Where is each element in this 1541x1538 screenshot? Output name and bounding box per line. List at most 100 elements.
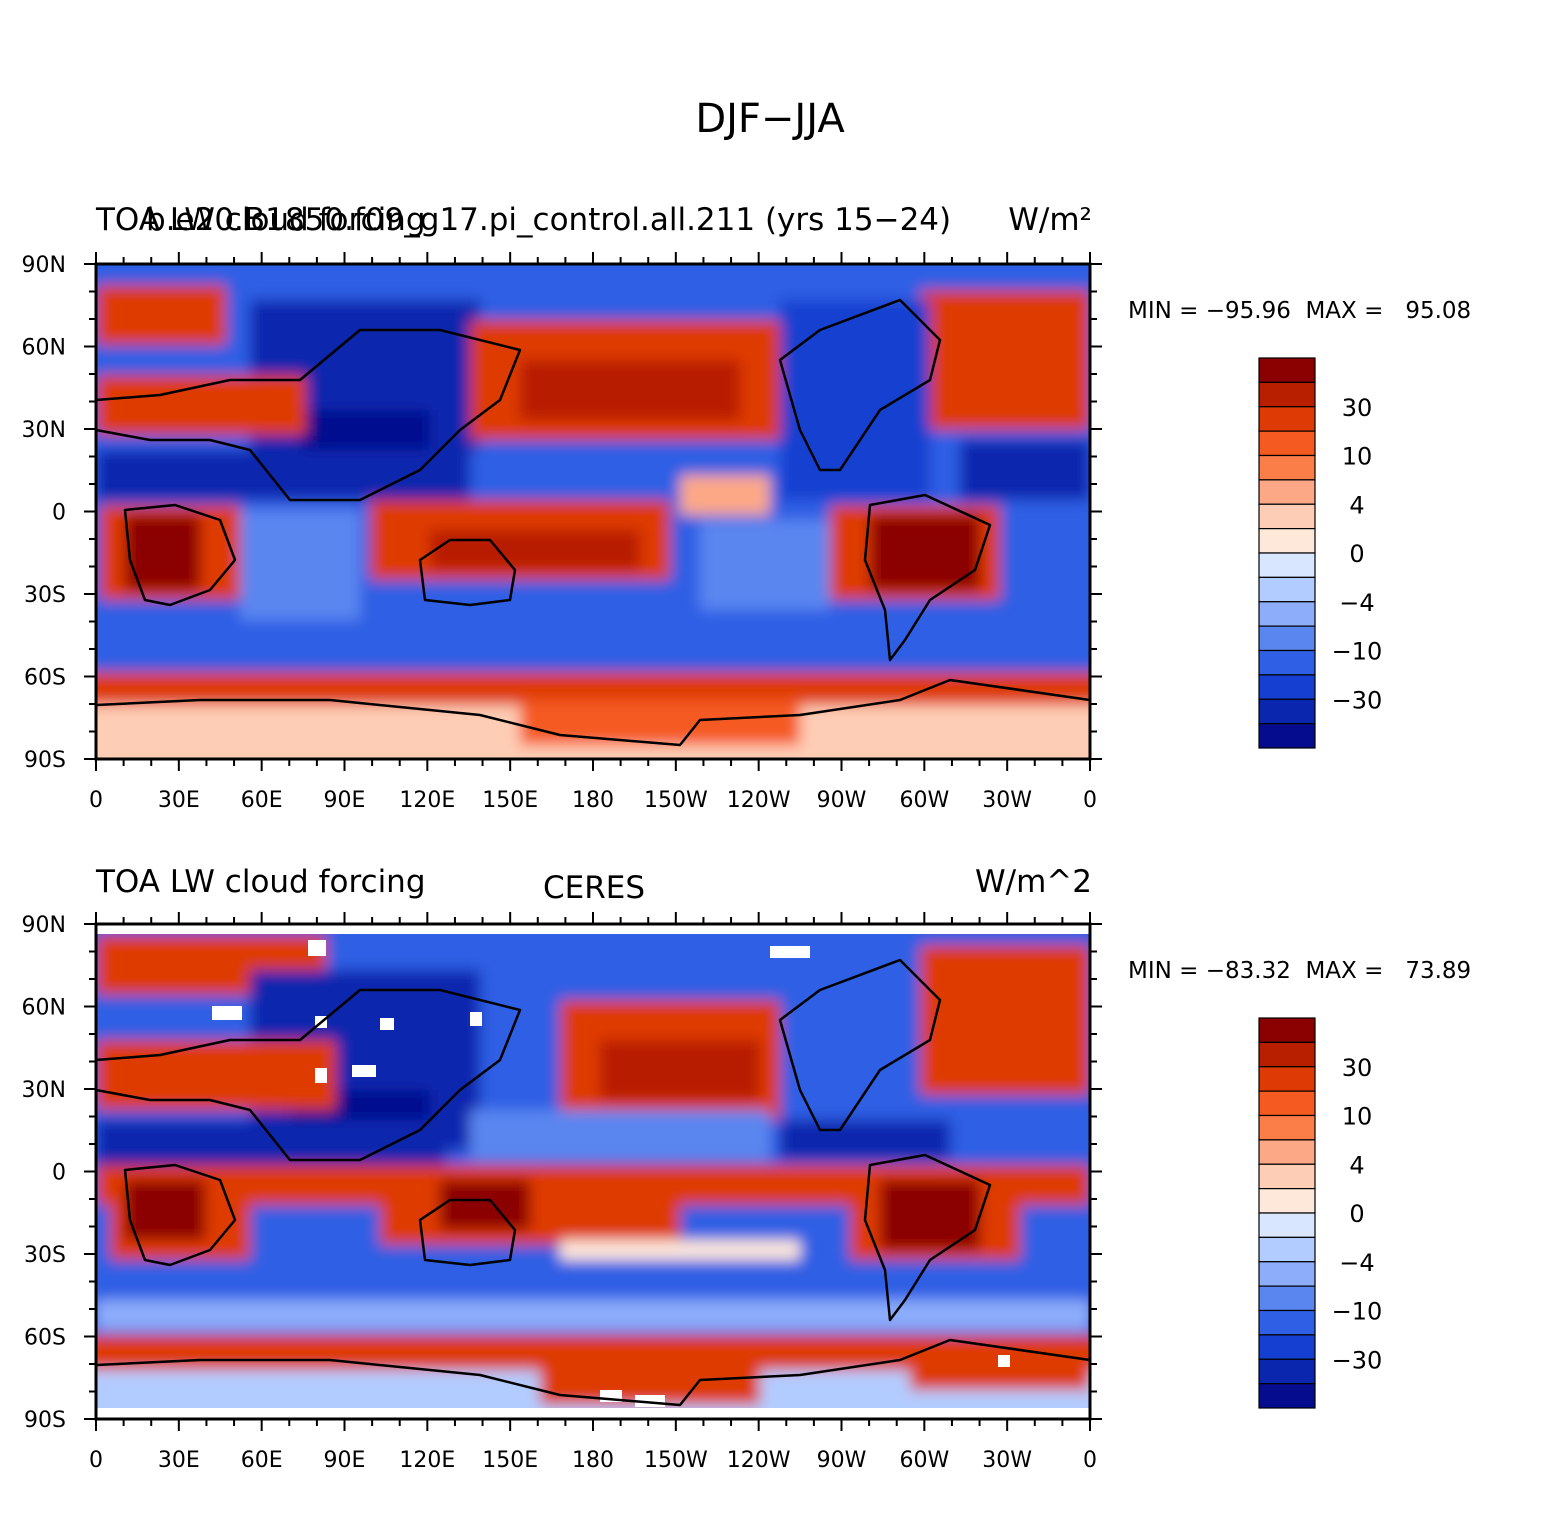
colorbar-label: 30 (1342, 394, 1373, 422)
panel-model-y-tick-labels: 90N 60N 30N 0 30S 60S 90S (22, 253, 66, 773)
x-tick-label: 120W (727, 788, 791, 813)
panel-model-ticks (84, 252, 1102, 771)
x-tick-label: 90W (817, 788, 867, 813)
y-tick-label: 60S (24, 666, 66, 691)
colorbar-swatch (1258, 1285, 1316, 1312)
colorbar-swatch (1258, 406, 1316, 432)
y-tick-label: 30N (22, 1078, 66, 1103)
colorbar-swatch (1258, 723, 1316, 749)
panel-model: TOA LW cloud forcing b.e20.B1850.f09_g17… (22, 202, 1472, 813)
panel-model-colorbar: 30 10 4 0 −4 −10 −30 (1258, 357, 1383, 749)
x-tick-label: 150W (644, 788, 708, 813)
panel-model-center-title: b.e20.B1850.f09_g17.pi_control.all.211 (… (146, 202, 951, 238)
colorbar-swatch (1258, 1383, 1316, 1409)
y-tick-label: 30S (24, 583, 66, 608)
x-tick-label: 180 (572, 788, 614, 813)
y-tick-label: 60S (24, 1326, 66, 1351)
colorbar-swatch (1258, 1163, 1316, 1190)
x-tick-label: 150E (482, 788, 538, 813)
x-tick-label: 60E (241, 788, 283, 813)
panel-obs-center-title: CERES (543, 870, 645, 906)
y-tick-label: 90N (22, 913, 66, 938)
x-tick-label: 150E (482, 1448, 538, 1473)
colorbar-label: 30 (1342, 1054, 1373, 1082)
x-tick-label: 60E (241, 1448, 283, 1473)
y-tick-label: 90S (24, 1408, 66, 1433)
colorbar-swatch (1258, 1066, 1316, 1092)
y-tick-label: 30S (24, 1243, 66, 1268)
colorbar-swatch (1258, 357, 1316, 383)
colorbar-swatch (1258, 1114, 1316, 1141)
y-tick-label: 60N (22, 336, 66, 361)
colorbar-label: −30 (1332, 686, 1383, 714)
panel-obs-units: W/m^2 (975, 864, 1092, 900)
y-tick-label: 0 (52, 501, 66, 526)
panel-obs-ticks (84, 912, 1102, 1431)
colorbar-swatch (1258, 430, 1316, 457)
colorbar-swatch (1258, 576, 1316, 603)
x-tick-label: 90E (324, 1448, 366, 1473)
panel-obs-coastlines (96, 958, 1090, 1407)
panel-model-x-tick-labels: 0 30E 60E 90E 120E 150E 180 150W 120W 90W 60W 30W 0 (89, 788, 1097, 813)
x-tick-label: 90E (324, 788, 366, 813)
colorbar-swatch (1258, 1309, 1316, 1336)
colorbar-swatch (1258, 1261, 1316, 1287)
colorbar-swatch (1258, 503, 1316, 530)
colorbar-swatch (1258, 1334, 1316, 1360)
colorbar-label: 0 (1349, 540, 1364, 568)
panel-model-units: W/m² (1008, 202, 1092, 238)
panel-model-left-title: TOA LW cloud forcing (95, 202, 426, 238)
panel-obs-x-tick-labels: 0 30E 60E 90E 120E 150E 180 150W 120W 90W 60W 30W 0 (89, 1448, 1097, 1473)
x-tick-label: 30E (158, 788, 200, 813)
colorbar-label: 10 (1342, 1103, 1373, 1131)
x-tick-label: 30W (982, 1448, 1032, 1473)
colorbar-swatch (1258, 1358, 1316, 1385)
panel-model-min-max: MIN = −95.96 MAX = 95.08 (1128, 298, 1471, 324)
colorbar-swatch (1258, 1090, 1316, 1117)
x-tick-label: 0 (89, 788, 103, 813)
colorbar-label: −30 (1332, 1346, 1383, 1374)
x-tick-label: 0 (89, 1448, 103, 1473)
colorbar-swatch (1258, 381, 1316, 408)
y-tick-label: 90N (22, 253, 66, 278)
panel-obs-colorbar: 30 10 4 0 −4 −10 −30 (1258, 1017, 1383, 1409)
colorbar-swatch (1258, 649, 1316, 676)
colorbar-swatch (1258, 454, 1316, 481)
y-tick-label: 30N (22, 418, 66, 443)
figure-title: DJF−JJA (695, 96, 845, 142)
x-tick-label: 120W (727, 1448, 791, 1473)
x-tick-label: 0 (1083, 788, 1097, 813)
x-tick-label: 30E (158, 1448, 200, 1473)
y-tick-label: 90S (24, 748, 66, 773)
colorbar-swatch (1258, 1212, 1316, 1238)
colorbar-label: −4 (1339, 589, 1374, 617)
colorbar-swatch (1258, 479, 1316, 505)
colorbar-swatch (1258, 1236, 1316, 1263)
x-tick-label: 60W (899, 1448, 949, 1473)
panel-obs-left-title: TOA LW cloud forcing (95, 864, 426, 900)
y-tick-label: 60N (22, 996, 66, 1021)
panel-model-field (96, 264, 1090, 759)
colorbar-swatch (1258, 674, 1316, 700)
colorbar-swatch (1258, 528, 1316, 554)
colorbar-label: −10 (1332, 638, 1383, 666)
panel-obs: TOA LW cloud forcing CERES W/m^2 (22, 864, 1472, 1473)
x-tick-label: 60W (899, 788, 949, 813)
panel-obs-y-tick-labels: 90N 60N 30N 0 30S 60S 90S (22, 913, 66, 1433)
colorbar-swatch (1258, 625, 1316, 652)
colorbar-label: 4 (1349, 1151, 1364, 1179)
colorbar-swatch (1258, 1188, 1316, 1214)
colorbar-swatch (1258, 552, 1316, 578)
colorbar-swatch (1258, 601, 1316, 627)
colorbar-label: −4 (1339, 1249, 1374, 1277)
colorbar-label: −10 (1332, 1298, 1383, 1326)
x-tick-label: 120E (399, 788, 455, 813)
colorbar-label: 0 (1349, 1200, 1364, 1228)
colorbar-label: 10 (1342, 443, 1373, 471)
x-tick-label: 30W (982, 788, 1032, 813)
colorbar-swatch (1258, 1139, 1316, 1165)
panel-obs-field (96, 924, 1090, 1419)
x-tick-label: 180 (572, 1448, 614, 1473)
colorbar-swatch (1258, 1017, 1316, 1043)
